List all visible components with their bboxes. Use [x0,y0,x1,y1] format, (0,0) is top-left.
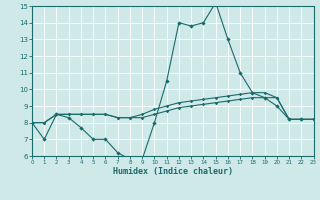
X-axis label: Humidex (Indice chaleur): Humidex (Indice chaleur) [113,167,233,176]
